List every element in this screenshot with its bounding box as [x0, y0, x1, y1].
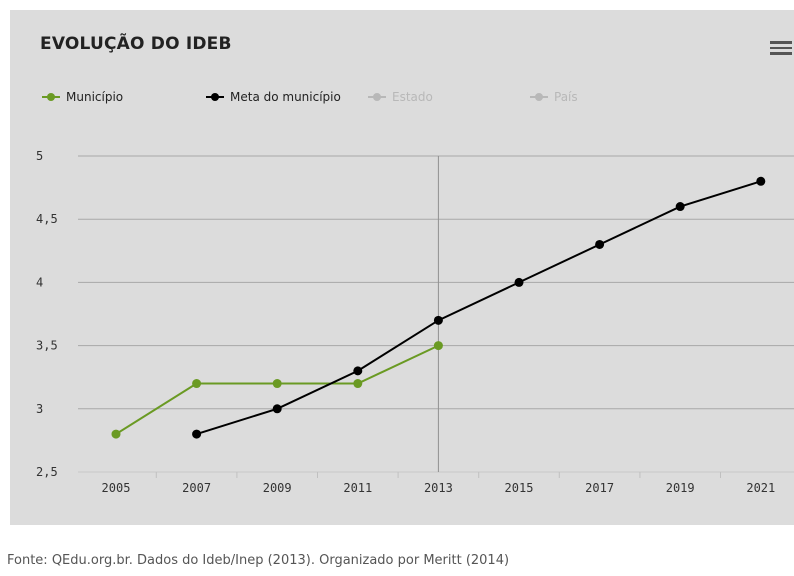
legend-symbol-marker-municipio[interactable] [47, 93, 55, 101]
chart-card [10, 10, 794, 525]
data-point-municipio[interactable] [111, 429, 121, 439]
x-tick-label: 2015 [505, 481, 534, 495]
legend-item-pais[interactable]: País [554, 90, 578, 104]
x-tick-label: 2013 [424, 481, 453, 495]
y-tick-label: 3,5 [36, 339, 58, 353]
data-point-meta-do-municipio[interactable] [353, 366, 363, 376]
series-line-municipio [115, 344, 439, 435]
data-point-meta-do-municipio[interactable] [595, 239, 605, 249]
x-tick-label: 2009 [263, 481, 292, 495]
data-point-meta-do-municipio[interactable] [675, 202, 685, 212]
data-point-meta-do-municipio[interactable] [433, 315, 443, 325]
x-tick-label: 2021 [746, 481, 775, 495]
hamburger-menu-icon[interactable] [770, 41, 792, 55]
data-point-meta-do-municipio[interactable] [514, 277, 524, 287]
legend-symbol-marker-estado[interactable] [373, 93, 381, 101]
series-line-meta-do-municipio [196, 180, 762, 436]
data-point-meta-do-municipio[interactable] [272, 404, 282, 414]
y-tick-label: 4,5 [36, 212, 58, 226]
y-tick-label: 3 [36, 402, 43, 416]
x-tick-label: 2011 [343, 481, 372, 495]
legend-item-estado[interactable]: Estado [392, 90, 433, 104]
y-tick-label: 5 [36, 149, 43, 163]
data-point-municipio[interactable] [433, 341, 443, 351]
legend-item-meta-do-municipio[interactable]: Meta do município [230, 90, 341, 104]
x-tick-label: 2017 [585, 481, 614, 495]
y-tick-label: 4 [36, 275, 43, 289]
data-point-municipio[interactable] [353, 379, 363, 389]
data-point-meta-do-municipio[interactable] [756, 176, 766, 186]
x-tick-label: 2007 [182, 481, 211, 495]
source-caption: Fonte: QEdu.org.br. Dados do Ideb/Inep (… [7, 553, 510, 568]
data-point-municipio[interactable] [272, 379, 282, 389]
legend-symbol-marker-pais[interactable] [535, 93, 543, 101]
y-tick-label: 2,5 [36, 465, 58, 479]
legend-item-municipio[interactable]: Município [66, 90, 123, 104]
legend-symbol-marker-meta-do-municipio[interactable] [211, 93, 219, 101]
x-tick-label: 2005 [102, 481, 131, 495]
data-point-municipio[interactable] [192, 379, 202, 389]
x-tick-label: 2019 [666, 481, 695, 495]
data-point-meta-do-municipio[interactable] [192, 429, 202, 439]
chart-title: EVOLUÇÃO DO IDEB [40, 34, 232, 54]
